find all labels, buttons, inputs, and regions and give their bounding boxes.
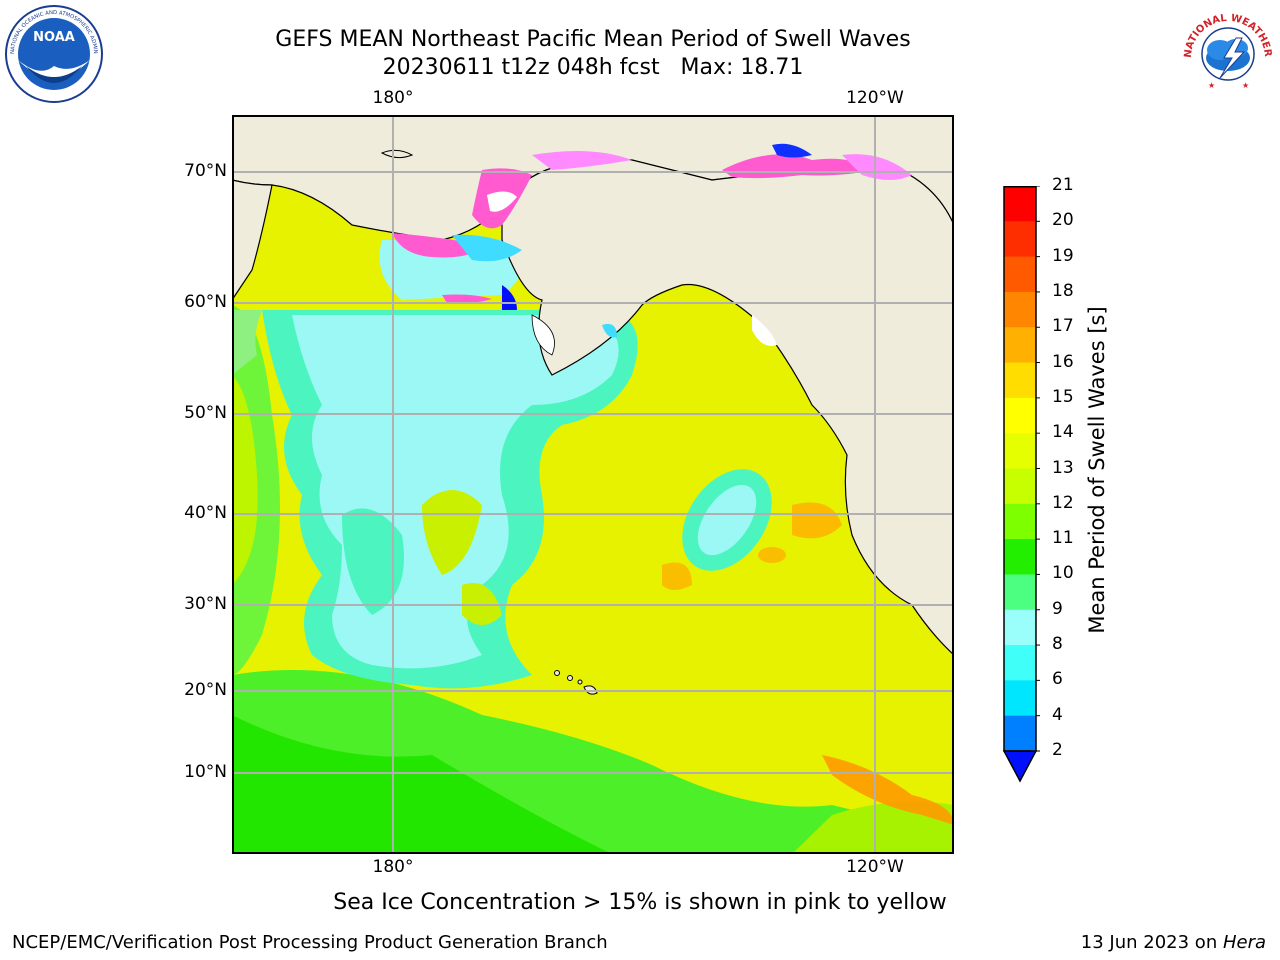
colorbar-segment: [1004, 362, 1036, 399]
colorbar-label: Mean Period of Swell Waves [s]: [1085, 306, 1109, 634]
colorbar-tick-label: 12: [1052, 492, 1074, 513]
colorbar-tick-label: 18: [1052, 280, 1074, 301]
lon-label-top-120w: 120°W: [846, 88, 904, 108]
colorbar-segment: [1004, 715, 1036, 752]
colorbar-tick-label: 2: [1052, 740, 1063, 760]
colorbar-segment: [1004, 327, 1036, 364]
footer-credit: NCEP/EMC/Verification Post Processing Pr…: [12, 932, 608, 953]
colorbar-tick-label: 17: [1052, 316, 1074, 337]
colorbar-tick-label: 10: [1052, 563, 1074, 584]
colorbar-segment: [1004, 397, 1036, 434]
colorbar-extend-arrow: [1002, 750, 1038, 783]
colorbar-tick-label: 6: [1052, 669, 1063, 690]
map-subtitle: 20230611 t12z 048h fcst Max: 18.71: [382, 55, 804, 80]
colorbar-segment: [1004, 645, 1036, 681]
colorbar-segment: [1004, 221, 1036, 258]
lat-label-30n: 30°N: [184, 594, 227, 614]
colorbar-segment: [1004, 609, 1036, 646]
colorbar-segment: [1004, 680, 1036, 717]
lat-label-10n: 10°N: [184, 762, 227, 782]
colorbar-tick-label: 16: [1052, 351, 1074, 372]
colorbar-tick-label: 14: [1052, 422, 1074, 443]
map-border: [232, 115, 954, 854]
noaa-logo: NOAA NATIONAL OCEANIC AND ATMOSPHERIC AD…: [4, 4, 103, 103]
land-north-america: [501, 115, 954, 656]
colorbar-tick-label: 13: [1052, 457, 1074, 478]
colorbar-segment: [1004, 433, 1036, 469]
colorbar: [1002, 186, 1040, 783]
footer-date-text: 13 Jun 2023 on: [1080, 932, 1223, 953]
colorbar-tick-label: 4: [1052, 704, 1063, 725]
lat-label-20n: 20°N: [184, 680, 227, 700]
lon-label-top-180: 180°: [372, 88, 414, 108]
sea-ice-footnote: Sea Ice Concentration > 15% is shown in …: [333, 890, 947, 915]
colorbar-segment: [1004, 186, 1036, 222]
colorbar-tick-label: 20: [1052, 210, 1074, 231]
footer-date: 13 Jun 2023 on Hera: [1081, 932, 1266, 953]
colorbar-segment: [1004, 291, 1036, 328]
colorbar-tick-label: 8: [1052, 634, 1063, 655]
lat-label-40n: 40°N: [184, 503, 227, 523]
swell-period-map: [232, 115, 954, 854]
colorbar-tick-label: 11: [1052, 528, 1074, 549]
lat-label-60n: 60°N: [184, 292, 227, 312]
colorbar-tick-label: 19: [1052, 245, 1074, 266]
lon-label-bottom-180: 180°: [372, 857, 414, 877]
lat-label-70n: 70°N: [184, 161, 227, 181]
colorbar-tick-label: 21: [1052, 175, 1074, 195]
colorbar-tick-label: 15: [1052, 386, 1074, 407]
lon-label-bottom-120w: 120°W: [846, 857, 904, 877]
colorbar-segment: [1004, 574, 1036, 611]
map-title: GEFS MEAN Northeast Pacific Mean Period …: [275, 27, 911, 52]
colorbar-segment: [1004, 503, 1036, 540]
colorbar-tick-label: 9: [1052, 598, 1063, 619]
lat-label-50n: 50°N: [184, 403, 227, 423]
colorbar-segment: [1004, 539, 1036, 575]
nws-logo: NATIONAL WEATHER SERVICE ★ ★: [1178, 4, 1276, 102]
svg-text:★: ★: [1208, 81, 1215, 90]
svg-text:★: ★: [1242, 81, 1249, 90]
map-gridlines: [232, 115, 954, 854]
noaa-logo-text: NOAA: [33, 30, 75, 45]
colorbar-segment: [1004, 256, 1036, 293]
footer-host: Hera: [1222, 932, 1266, 953]
colorbar-segment: [1004, 468, 1036, 505]
